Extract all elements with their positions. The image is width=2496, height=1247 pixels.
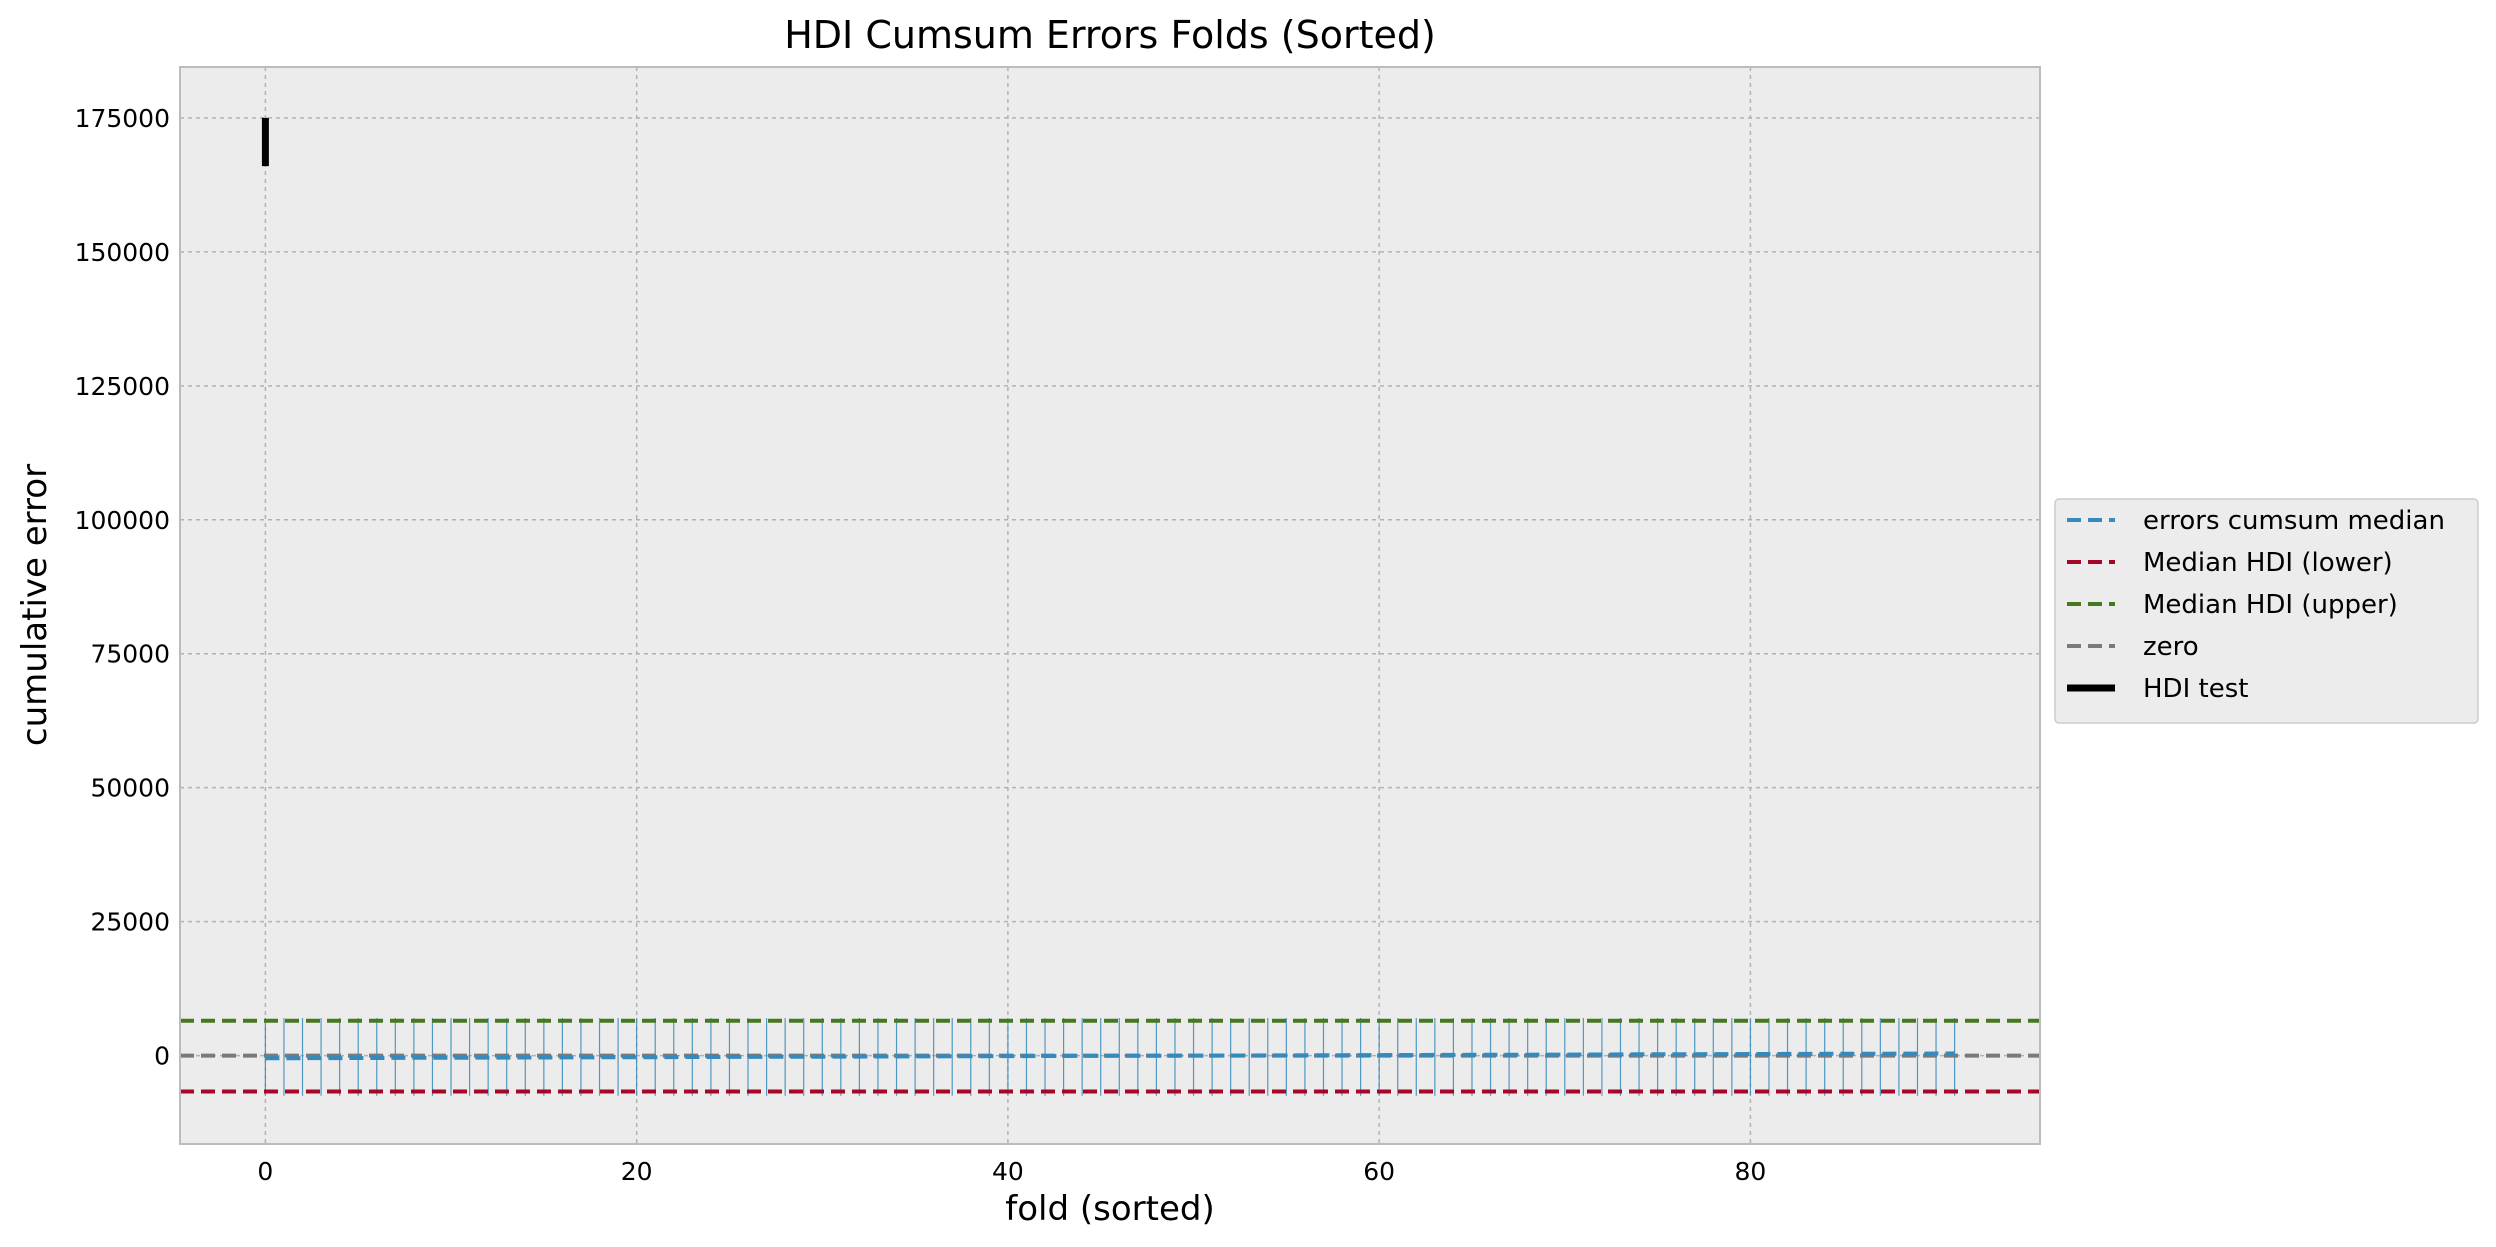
- plot-content: [180, 117, 2040, 1096]
- y-axis-label: cumulative error: [15, 464, 55, 746]
- legend-label: HDI test: [2143, 674, 2248, 704]
- chart-title: HDI Cumsum Errors Folds (Sorted): [784, 13, 1436, 57]
- x-axis-label: fold (sorted): [1005, 1189, 1214, 1229]
- x-tick-label: 80: [1735, 1157, 1767, 1186]
- legend-label: errors cumsum median: [2143, 506, 2445, 536]
- plot-area: [180, 67, 2040, 1144]
- tick-labels: 0 20 40 60 80 0 25000 50000 75000 100000 125000 150…: [75, 104, 1767, 1186]
- y-tick-label: 0: [154, 1042, 170, 1071]
- legend: errors cumsum median Median HDI (lower) Me…: [2054, 498, 2479, 724]
- y-tick-label: 75000: [90, 640, 170, 669]
- y-tick-label: 25000: [90, 908, 170, 937]
- x-tick-label: 0: [257, 1157, 273, 1186]
- legend-label: Median HDI (upper): [2143, 590, 2398, 620]
- plot-frame: [179, 66, 2041, 1145]
- legend-box: [2054, 498, 2479, 724]
- y-tick-label: 125000: [75, 372, 170, 401]
- gridlines: [180, 67, 2040, 1144]
- legend-label: Median HDI (lower): [2143, 548, 2393, 578]
- x-tick-label: 40: [992, 1157, 1024, 1186]
- series-line: [265, 1051, 1955, 1061]
- y-tick-label: 175000: [75, 104, 170, 133]
- x-tick-label: 20: [621, 1157, 653, 1186]
- legend-label: zero: [2143, 632, 2199, 662]
- y-tick-label: 100000: [75, 506, 170, 535]
- x-tick-label: 60: [1363, 1157, 1395, 1186]
- y-tick-label: 150000: [75, 238, 170, 267]
- y-tick-label: 50000: [90, 774, 170, 803]
